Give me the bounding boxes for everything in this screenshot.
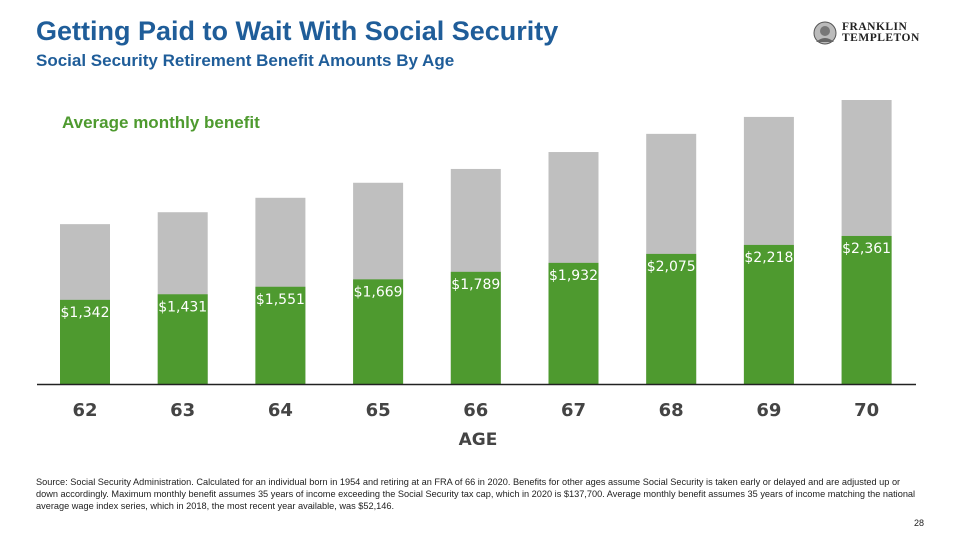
data-label-65: $1,669 xyxy=(354,284,403,300)
average-bar-66 xyxy=(450,271,501,384)
franklin-portrait-icon xyxy=(813,21,837,45)
x-tick-67: 67 xyxy=(561,400,586,421)
x-tick-63: 63 xyxy=(170,400,195,421)
benefit-chart: Average monthly benefit $1,342 62 $1,431 63… xyxy=(37,100,916,450)
chart-annotation: Average monthly benefit xyxy=(62,113,260,132)
data-label-62: $1,342 xyxy=(61,305,110,321)
logo-line-2: TEMPLETON xyxy=(842,32,920,44)
data-label-67: $1,932 xyxy=(549,268,598,284)
logo-line-1: FRANKLIN xyxy=(842,21,908,33)
x-tick-62: 62 xyxy=(72,400,97,421)
data-label-64: $1,551 xyxy=(256,292,305,308)
average-bar-68 xyxy=(646,253,697,384)
x-axis-label: AGE xyxy=(459,430,498,450)
x-tick-65: 65 xyxy=(366,400,391,421)
average-bar-63 xyxy=(157,294,208,384)
data-label-70: $2,361 xyxy=(842,241,891,257)
data-label-68: $2,075 xyxy=(647,259,696,275)
average-bar-62 xyxy=(60,299,110,384)
average-bar-64 xyxy=(255,286,306,384)
footnote: Source: Social Security Administration. … xyxy=(36,477,916,511)
x-tick-66: 66 xyxy=(463,400,488,421)
average-bar-69 xyxy=(743,244,794,384)
franklin-templeton-logo: FRANKLIN TEMPLETON xyxy=(812,20,920,46)
x-tick-70: 70 xyxy=(854,400,879,421)
x-tick-68: 68 xyxy=(659,400,684,421)
page-subtitle: Social Security Retirement Benefit Amoun… xyxy=(36,51,455,70)
data-label-63: $1,431 xyxy=(158,299,207,315)
data-label-69: $2,218 xyxy=(744,250,793,266)
data-label-66: $1,789 xyxy=(451,277,500,293)
x-tick-64: 64 xyxy=(268,400,293,421)
average-bar-65 xyxy=(353,279,404,384)
x-tick-69: 69 xyxy=(756,400,781,421)
page-title: Getting Paid to Wait With Social Securit… xyxy=(36,16,559,46)
average-bar-70 xyxy=(841,235,892,384)
page-number: 28 xyxy=(913,518,924,528)
average-bar-67 xyxy=(548,262,599,384)
